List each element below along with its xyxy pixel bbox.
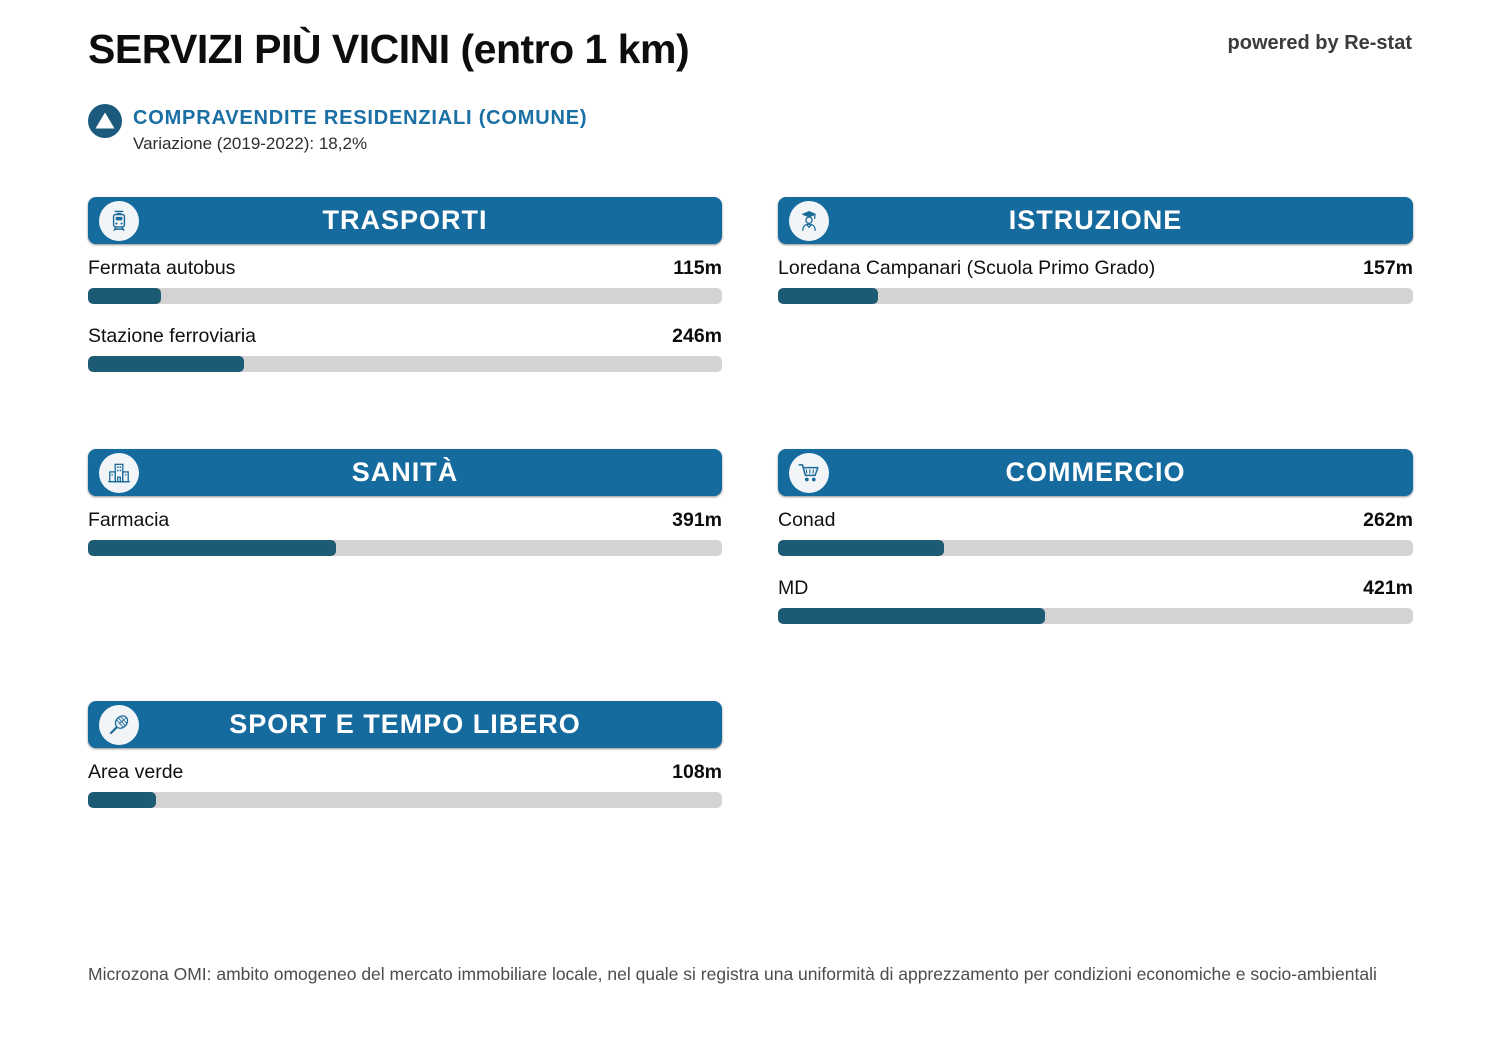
- category-title: SPORT E TEMPO LIBERO: [229, 709, 581, 739]
- category-title: ISTRUZIONE: [1008, 205, 1183, 235]
- service-distance: 157m: [1363, 257, 1413, 279]
- distance-bar-track: [778, 540, 1413, 556]
- category-card: SPORT E TEMPO LIBERO Area verde 108m: [88, 701, 722, 829]
- service-distance: 262m: [1363, 509, 1413, 531]
- category-header: SPORT E TEMPO LIBERO: [88, 701, 722, 748]
- service-row: Conad 262m: [778, 509, 1413, 556]
- hospital-icon: [99, 452, 139, 493]
- up-arrow-icon: [88, 104, 122, 138]
- category-card: COMMERCIO Conad 262m MD 421m: [778, 449, 1413, 645]
- category-title: SANITÀ: [351, 457, 459, 487]
- category-header: TRASPORTI: [88, 197, 722, 244]
- service-label: Loredana Campanari (Scuola Primo Grado): [778, 257, 1156, 279]
- service-row-header: Fermata autobus 115m: [88, 257, 722, 280]
- distance-bar-fill: [88, 792, 157, 808]
- category-header: COMMERCIO: [778, 449, 1413, 496]
- service-label: MD: [778, 577, 809, 599]
- category-title: TRASPORTI: [322, 205, 488, 235]
- service-distance: 115m: [673, 257, 722, 279]
- service-rows: Farmacia 391m: [88, 496, 722, 556]
- service-distance: 421m: [1363, 577, 1413, 599]
- distance-bar-track: [88, 288, 722, 304]
- service-row: Fermata autobus 115m: [88, 257, 722, 304]
- service-label: Farmacia: [88, 509, 170, 531]
- distance-bar-fill: [88, 356, 244, 372]
- service-row-header: Farmacia 391m: [88, 509, 722, 532]
- service-row: MD 421m: [778, 577, 1413, 624]
- service-label: Area verde: [88, 761, 184, 783]
- distance-bar-track: [778, 608, 1413, 624]
- service-row: Area verde 108m: [88, 761, 722, 808]
- distance-bar-fill: [778, 540, 945, 556]
- distance-bar-track: [88, 540, 722, 556]
- category-card: SANITÀ Farmacia 391m: [88, 449, 722, 577]
- footnote: Microzona OMI: ambito omogeneo del merca…: [88, 964, 1377, 984]
- service-row-header: MD 421m: [778, 577, 1413, 600]
- distance-bar-track: [88, 356, 722, 372]
- distance-bar-track: [88, 792, 722, 808]
- service-row-header: Loredana Campanari (Scuola Primo Grado) …: [778, 257, 1413, 280]
- service-row: Farmacia 391m: [88, 509, 722, 556]
- context-texts: COMPRAVENDITE RESIDENZIALI (COMUNE) Vari…: [133, 104, 587, 154]
- service-distance: 108m: [672, 761, 722, 783]
- distance-bar-fill: [88, 288, 161, 304]
- service-distance: 391m: [672, 509, 722, 531]
- service-label: Stazione ferroviaria: [88, 325, 256, 347]
- distance-bar-track: [778, 288, 1413, 304]
- category-header: ISTRUZIONE: [778, 197, 1413, 244]
- graduate-icon: [789, 200, 829, 241]
- powered-by-label: powered by Re-stat: [1227, 32, 1412, 54]
- distance-bar-fill: [88, 540, 336, 556]
- service-label: Conad: [778, 509, 836, 531]
- service-label: Fermata autobus: [88, 257, 236, 279]
- service-rows: Conad 262m MD 421m: [778, 496, 1413, 624]
- service-rows: Loredana Campanari (Scuola Primo Grado) …: [778, 244, 1413, 304]
- page-title: SERVIZI PIÙ VICINI (entro 1 km): [88, 26, 690, 72]
- category-title: COMMERCIO: [1005, 457, 1186, 487]
- service-rows: Fermata autobus 115m Stazione ferroviari…: [88, 244, 722, 372]
- service-distance: 246m: [672, 325, 722, 347]
- racket-icon: [99, 704, 139, 745]
- category-header: SANITÀ: [88, 449, 722, 496]
- train-icon: [99, 200, 139, 241]
- service-row-header: Stazione ferroviaria 246m: [88, 325, 722, 348]
- context-block: COMPRAVENDITE RESIDENZIALI (COMUNE) Vari…: [88, 104, 587, 154]
- distance-bar-fill: [778, 288, 878, 304]
- category-card: ISTRUZIONE Loredana Campanari (Scuola Pr…: [778, 197, 1413, 325]
- context-variation: Variazione (2019-2022): 18,2%: [133, 134, 368, 153]
- service-rows: Area verde 108m: [88, 748, 722, 808]
- service-row-header: Area verde 108m: [88, 761, 722, 784]
- service-row-header: Conad 262m: [778, 509, 1413, 532]
- category-cards-grid: TRASPORTI Fermata autobus 115m Stazione …: [88, 197, 1413, 829]
- distance-bar-fill: [778, 608, 1046, 624]
- service-row: Stazione ferroviaria 246m: [88, 325, 722, 372]
- category-card: TRASPORTI Fermata autobus 115m Stazione …: [88, 197, 722, 393]
- context-label: COMPRAVENDITE RESIDENZIALI (COMUNE): [133, 107, 588, 129]
- cart-icon: [789, 452, 829, 493]
- service-row: Loredana Campanari (Scuola Primo Grado) …: [778, 257, 1413, 304]
